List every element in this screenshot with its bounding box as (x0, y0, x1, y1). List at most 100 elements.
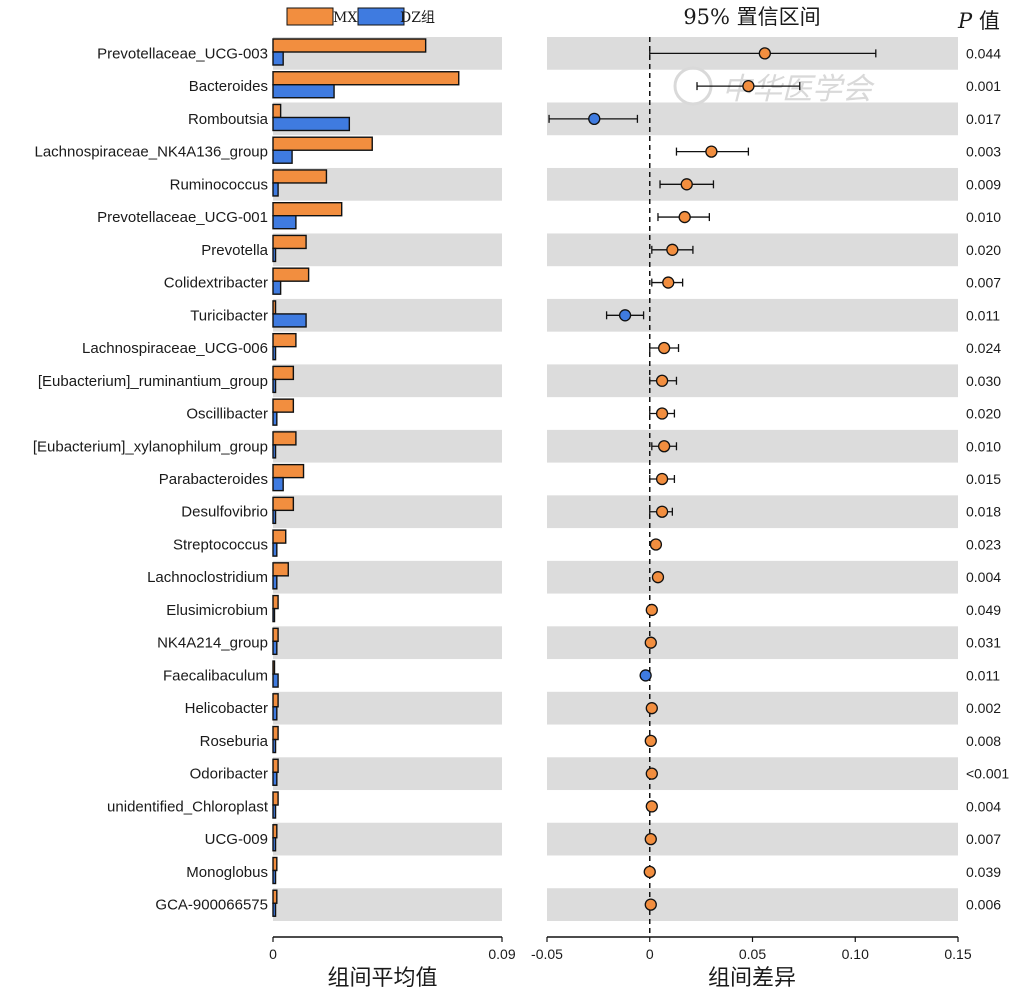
taxon-label: Lachnospiraceae_NK4A136_group (34, 144, 268, 161)
mean-bar-mx (272, 332, 297, 348)
difference-point (651, 571, 665, 584)
taxon-label: Odoribacter (190, 766, 268, 783)
mean-bar-mx (272, 234, 307, 250)
p-value: 0.044 (966, 45, 1001, 61)
mean-bar-mx (272, 529, 287, 544)
taxon-label: Turicibacter (190, 307, 268, 324)
mean-bar-dz (272, 837, 277, 852)
p-value: 0.017 (966, 111, 1001, 127)
p-value: 0.039 (966, 864, 1001, 880)
difference-point (678, 210, 691, 224)
mean-bar-mx (272, 758, 279, 773)
p-value: 0.010 (966, 209, 1001, 225)
row-band-right (547, 822, 958, 856)
taxon-label: Lachnospiraceae_UCG-006 (82, 340, 268, 357)
mean-bar-mx (272, 103, 282, 119)
row-band-left (273, 822, 502, 856)
p-value: 0.002 (966, 700, 1001, 716)
x-tick-label-right: 0.10 (842, 946, 869, 962)
taxon-label: Monoglobus (186, 864, 268, 881)
p-value: 0.018 (966, 504, 1001, 520)
mean-bar-dz (272, 411, 278, 426)
mean-bar-dz (272, 804, 277, 819)
difference-point (645, 767, 658, 780)
taxon-label: Prevotella (201, 242, 268, 259)
p-value: 0.001 (966, 78, 1001, 94)
mean-bar-dz (272, 509, 277, 525)
mean-bar-dz (272, 902, 277, 917)
row-band-left (273, 429, 502, 463)
taxon-label: Romboutsia (188, 111, 269, 128)
mean-bar-dz (272, 575, 278, 590)
p-value: 0.024 (966, 340, 1001, 356)
mean-bar-dz (272, 84, 335, 99)
mean-bar-mx (272, 594, 279, 610)
x-tick-label-left: 0.09 (488, 946, 515, 962)
mean-bar-dz (272, 640, 278, 656)
x-tick-label-left: 0 (269, 946, 277, 962)
p-value: 0.031 (966, 635, 1001, 651)
row-band-right (547, 233, 958, 267)
taxon-label: Elusimicrobium (166, 602, 268, 619)
p-value: 0.049 (966, 602, 1001, 618)
mean-bar-mx (272, 856, 278, 872)
mean-bar-dz (272, 313, 307, 328)
p-value: 0.023 (966, 536, 1001, 552)
p-value-header: P 值 (957, 9, 1000, 33)
mean-bar-dz (272, 280, 282, 295)
taxon-label: Desulfovibrio (181, 504, 268, 521)
mean-bar-mx (272, 463, 305, 479)
row-band-right (547, 364, 958, 398)
mean-bar-mx (272, 791, 279, 806)
mean-bar-dz (272, 738, 277, 754)
taxon-label: Colidextribacter (164, 275, 268, 292)
mean-bar-mx (272, 169, 328, 184)
x-tick-label-right: 0.05 (739, 946, 766, 962)
difference-point (655, 407, 669, 420)
mean-bar-dz (272, 706, 278, 721)
row-band-left (273, 626, 502, 660)
p-value: 0.011 (966, 307, 1000, 323)
difference-point (645, 603, 658, 617)
p-value: 0.004 (966, 798, 1001, 814)
mean-bar-dz (272, 345, 277, 361)
difference-point (639, 669, 652, 682)
taxon-label: Streptococcus (173, 536, 268, 553)
row-band-left (273, 560, 502, 594)
p-value: 0.003 (966, 144, 1001, 160)
p-value: 0.004 (966, 569, 1001, 585)
row-band-left (273, 233, 502, 267)
mean-bar-dz (272, 673, 279, 688)
taxon-label: [Eubacterium]_ruminantium_group (38, 373, 268, 390)
legend-swatch (286, 7, 334, 26)
p-value: 0.020 (966, 242, 1001, 258)
p-value: 0.020 (966, 406, 1001, 422)
row-band-right (547, 757, 958, 791)
p-value: 0.015 (966, 471, 1001, 487)
row-band-left (273, 298, 502, 332)
mean-bar-mx (272, 725, 279, 741)
taxon-label: Faecalibaculum (163, 667, 268, 684)
difference-point (649, 538, 663, 551)
difference-point (645, 800, 658, 813)
legend-swatch (357, 7, 405, 26)
mean-bar-dz (272, 771, 278, 786)
row-band-right (547, 560, 958, 594)
taxon-label: GCA-900066575 (155, 897, 268, 914)
difference-point (657, 341, 671, 355)
difference-point (655, 374, 669, 387)
p-value: 0.007 (966, 275, 1001, 291)
row-shading (273, 37, 958, 921)
ci-title: 95% 置信区间 (683, 5, 820, 29)
taxon-label: Parabacteroides (159, 471, 268, 488)
p-value: 0.011 (966, 667, 1000, 683)
legend: MX组 DZ组 (286, 7, 435, 26)
taxon-label: NK4A214_group (157, 635, 268, 652)
mean-bar-dz (272, 116, 351, 132)
row-band-right (547, 429, 958, 463)
x-tick-label-right: 0.15 (944, 946, 971, 962)
p-value: 0.009 (966, 176, 1001, 192)
taxon-label: UCG-009 (205, 831, 268, 848)
